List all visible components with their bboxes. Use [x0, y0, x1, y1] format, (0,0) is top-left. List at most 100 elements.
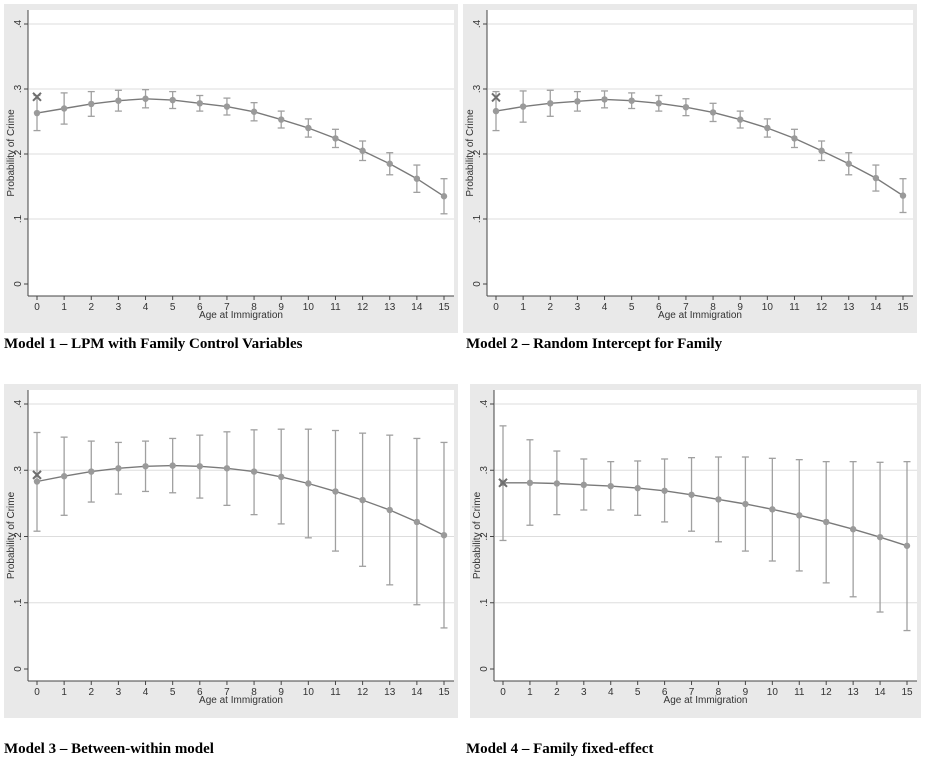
x-tick-label: 15 — [901, 687, 913, 698]
data-point — [60, 105, 68, 112]
data-point — [359, 496, 366, 504]
data-point — [223, 103, 231, 110]
x-axis-label: Age at Immigration — [664, 695, 748, 706]
data-point — [33, 478, 41, 485]
x-tick-label: 11 — [789, 302, 800, 313]
data-point — [601, 96, 608, 103]
x-tick-label: 2 — [554, 687, 560, 698]
x-tick-label: 10 — [303, 302, 315, 313]
data-point — [553, 480, 561, 487]
data-point — [715, 496, 722, 503]
x-marker-stroke — [498, 478, 508, 488]
data-point — [661, 487, 668, 494]
data-point — [142, 95, 149, 102]
data-point — [742, 500, 749, 508]
observed-x-marker — [32, 92, 42, 102]
chart-panel-model-1: 0.1.2.3.4 0 1 2 3 4 5 6 7 8 9 10 11 12 13 14 15 Age at Im… — [4, 4, 458, 333]
data-point — [519, 103, 527, 110]
data-point — [386, 160, 393, 167]
x-tick-label: 8 — [716, 687, 722, 698]
y-tick-label: 0 — [479, 666, 490, 672]
x-tick-label: 15 — [438, 302, 450, 313]
y-tick-label: .3 — [13, 84, 24, 93]
x-axis-label: Age at Immigration — [199, 695, 283, 706]
data-point — [332, 135, 339, 142]
data-point — [305, 480, 312, 487]
x-tick-label: 5 — [629, 302, 635, 313]
data-point — [196, 463, 203, 470]
data-point — [764, 124, 771, 132]
x-tick-label: 13 — [384, 302, 396, 313]
x-tick-label: 1 — [61, 687, 67, 698]
x-tick-label: 0 — [34, 302, 40, 313]
x-tick-label: 15 — [438, 687, 450, 698]
data-point — [305, 124, 312, 132]
x-axis-label: Age at Immigration — [199, 310, 283, 321]
y-tick-label: .3 — [13, 466, 24, 475]
x-tick-label: 14 — [870, 302, 882, 313]
y-tick-label: 0 — [472, 281, 483, 287]
data-point — [33, 109, 41, 117]
x-tick-label: 4 — [608, 687, 614, 698]
x-tick-label: 9 — [743, 687, 749, 698]
data-point — [709, 109, 717, 116]
x-tick-label: 5 — [635, 687, 641, 698]
x-tick-label: 14 — [875, 687, 887, 698]
x-tick-label: 2 — [88, 687, 94, 698]
x-tick-label: 7 — [224, 687, 230, 698]
data-point — [903, 542, 911, 549]
x-tick-label: 1 — [61, 302, 67, 313]
data-point — [115, 97, 122, 104]
x-tick-label: 7 — [689, 687, 695, 698]
x-tick-label: 12 — [357, 687, 369, 698]
y-tick-label: 0 — [13, 281, 24, 287]
x-tick-label: 7 — [224, 302, 230, 313]
y-tick-label: .2 — [479, 532, 490, 541]
chart-panel-model-2: 0.1.2.3.4 0 1 2 3 4 5 6 7 8 9 10 11 12 13 14 15 Age at Im… — [463, 4, 917, 333]
caption-model-4: Model 4 – Family fixed-effect — [466, 741, 654, 757]
x-tick-label: 14 — [411, 687, 423, 698]
x-tick-label: 2 — [547, 302, 553, 313]
data-point — [688, 491, 695, 498]
x-tick-label: 5 — [170, 302, 176, 313]
data-point — [223, 465, 231, 472]
x-tick-label: 1 — [527, 687, 533, 698]
x-tick-label: 6 — [656, 302, 662, 313]
y-tick-label: .4 — [472, 19, 483, 28]
x-tick-label: 7 — [683, 302, 689, 313]
data-point — [634, 484, 641, 492]
data-point — [142, 463, 149, 470]
data-point — [413, 175, 421, 182]
y-tick-label: .2 — [472, 149, 483, 158]
x-tick-label: 3 — [116, 302, 122, 313]
y-tick-label: .4 — [13, 19, 24, 28]
data-point — [872, 174, 880, 182]
data-point — [278, 116, 285, 123]
y-tick-label: .2 — [13, 149, 24, 158]
data-point — [682, 104, 690, 111]
x-tick-label: 3 — [116, 687, 122, 698]
data-point — [278, 473, 285, 481]
fitted-curve — [495, 98, 904, 197]
y-axis-label: Probability of Crime — [6, 491, 17, 579]
x-tick-label: 9 — [737, 302, 743, 313]
y-tick-label: 0 — [13, 666, 24, 672]
observed-x-marker — [32, 470, 42, 480]
chart-panel-model-3: 0.1.2.3.4 0 1 2 3 4 5 6 7 8 9 10 11 12 13 14 15 Age at Im… — [4, 384, 458, 718]
data-point — [169, 96, 176, 104]
data-point — [547, 100, 554, 107]
data-point — [628, 97, 635, 104]
x-tick-label: 9 — [278, 687, 284, 698]
chart-panel-model-4: 0.1.2.3.4 0 1 2 3 4 5 6 7 8 9 10 11 12 13 14 15 Age at Im… — [470, 384, 921, 718]
x-tick-label: 13 — [384, 687, 396, 698]
x-tick-label: 1 — [520, 302, 526, 313]
x-tick-label: 4 — [143, 687, 149, 698]
x-marker-stroke — [32, 92, 42, 102]
fitted-curve — [503, 482, 908, 547]
y-axis-label: Probability of Crime — [472, 491, 483, 579]
y-axis-label: Probability of Crime — [6, 109, 17, 197]
data-point — [440, 193, 448, 200]
data-point — [332, 488, 339, 495]
